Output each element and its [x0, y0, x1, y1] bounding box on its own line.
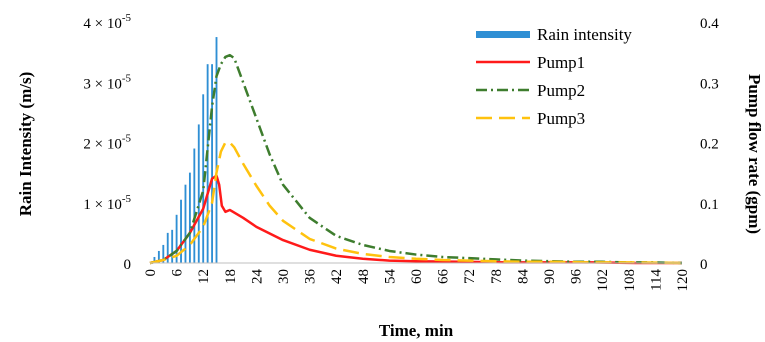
rain-bar-6 — [180, 199, 182, 263]
y-right-axis-title: Pump flow rate (gpm) — [745, 74, 764, 234]
x-tick-label: 24 — [249, 269, 265, 285]
x-tick-label: 36 — [303, 269, 319, 285]
y-right-tick-label: 0.1 — [700, 197, 719, 213]
x-tick-label: 54 — [382, 269, 398, 285]
y-left-tick-exponent: -5 — [122, 12, 132, 24]
rain-bar-7 — [184, 184, 187, 263]
rain-bar-4 — [171, 229, 174, 263]
x-tick-label: 0 — [143, 269, 159, 277]
y-left-tick-mantissa: 4 × 10 — [83, 16, 121, 32]
x-tick-label: 72 — [462, 269, 478, 284]
series-line-pump1 — [149, 174, 682, 265]
y-left-tick-mantissa: 1 × 10 — [83, 197, 121, 213]
x-tick-label: 60 — [409, 269, 425, 284]
legend-swatch-rain — [476, 31, 530, 38]
y-right-tick-label: 0 — [700, 257, 708, 273]
rain-bar-14 — [215, 37, 218, 264]
x-tick-label: 120 — [675, 269, 691, 292]
y-left-tick-mantissa: 3 × 10 — [83, 76, 121, 92]
rain-bar-8 — [188, 172, 191, 264]
x-tick-label: 30 — [276, 269, 292, 284]
y-right-tick-label: 0.4 — [700, 16, 719, 32]
rain-bar-11 — [202, 94, 205, 263]
x-tick-label: 42 — [329, 269, 345, 284]
rain-bar-10 — [197, 124, 200, 264]
rain-bar-0 — [153, 256, 156, 263]
x-tick-label: 96 — [569, 269, 585, 285]
rain-bar-12 — [206, 64, 209, 264]
y-left-tick-exponent: -5 — [122, 193, 132, 205]
x-tick-label: 12 — [196, 269, 212, 284]
x-tick-label: 90 — [542, 269, 558, 284]
y-left-tick-label: 3 × 10-5 — [83, 72, 131, 92]
x-tick-label: 78 — [489, 269, 505, 284]
x-tick-label: 102 — [595, 269, 611, 292]
legend-label-rain: Rain intensity — [537, 25, 632, 44]
series-line-pump2 — [149, 53, 683, 265]
x-tick-label: 84 — [515, 269, 531, 285]
y-left-tick-mantissa: 0 — [124, 257, 132, 273]
x-tick-label: 48 — [356, 269, 372, 284]
legend-label-pump3: Pump3 — [537, 109, 585, 128]
x-tick-label: 108 — [622, 269, 638, 292]
rain-bar-9 — [193, 148, 196, 263]
y-right-tick-label: 0.2 — [700, 137, 719, 153]
legend: Rain intensity Pump1 Pump2 Pump3 — [476, 25, 632, 128]
x-axis-title: Time, min — [379, 321, 454, 340]
y-left-axis-title: Rain Intensity (m/s) — [16, 72, 35, 217]
x-tick-label: 18 — [223, 269, 239, 284]
y-right-tick-label: 0.3 — [700, 76, 719, 92]
legend-label-pump2: Pump2 — [537, 81, 585, 100]
series-line-pump3 — [149, 141, 683, 265]
axes: 0 6 12 18 24 30 36 42 48 54 60 66 72 78 84 90 96 102 108 11… — [16, 12, 764, 340]
legend-label-pump1: Pump1 — [537, 53, 585, 72]
y-left-tick-exponent: -5 — [122, 72, 132, 84]
y-left-tick-label: 0 — [124, 257, 132, 273]
rain-bar-13 — [211, 64, 213, 264]
rain-bar-3 — [166, 232, 169, 264]
x-tick-label: 66 — [436, 269, 452, 285]
y-left-tick-mantissa: 2 × 10 — [83, 137, 121, 153]
y-left-tick-label: 1 × 10-5 — [83, 193, 131, 213]
y-left-tick-exponent: -5 — [122, 133, 132, 145]
x-tick-label: 114 — [648, 269, 664, 291]
plot-area — [149, 37, 683, 265]
rain-bar-1 — [157, 250, 160, 263]
y-left-tick-label: 2 × 10-5 — [83, 133, 131, 153]
rain-bar-5 — [175, 214, 178, 263]
x-tick-label: 6 — [170, 269, 186, 277]
y-left-tick-label: 4 × 10-5 — [83, 12, 131, 32]
rain-bar-2 — [162, 244, 165, 263]
